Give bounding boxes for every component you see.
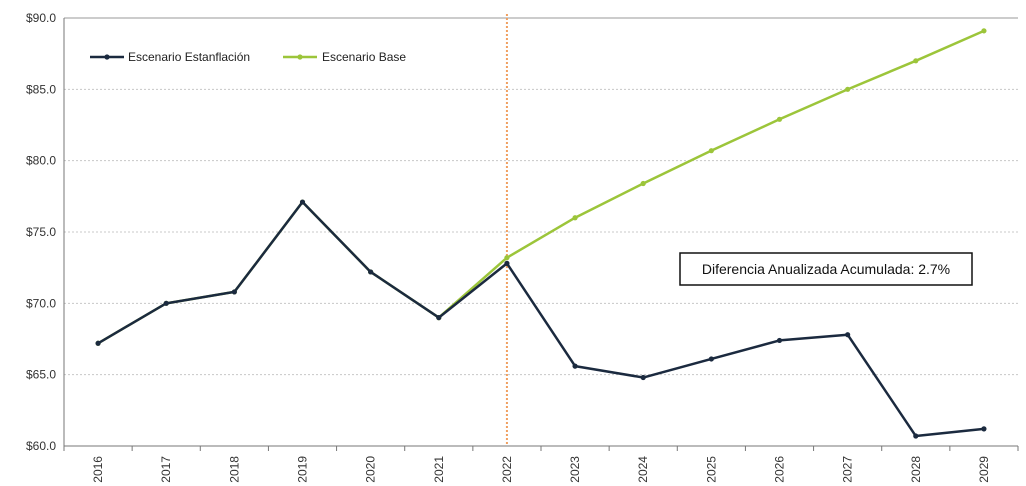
y-tick-label: $80.0 bbox=[26, 154, 56, 168]
x-tick-label: 2027 bbox=[841, 456, 855, 483]
data-point-0 bbox=[368, 269, 374, 275]
data-point-0 bbox=[436, 315, 442, 321]
y-tick-label: $60.0 bbox=[26, 439, 56, 453]
x-tick-label: 2025 bbox=[704, 456, 718, 483]
data-point-1 bbox=[845, 86, 851, 92]
x-tick-label: 2026 bbox=[773, 456, 787, 483]
data-point-1 bbox=[572, 215, 578, 221]
data-point-1 bbox=[913, 58, 919, 64]
series-line-1 bbox=[97, 29, 985, 345]
data-point-0 bbox=[504, 260, 510, 266]
x-tick-label: 2029 bbox=[977, 456, 991, 483]
x-tick-label: 2016 bbox=[91, 456, 105, 483]
data-point-0 bbox=[572, 363, 578, 369]
series-line-0 bbox=[97, 200, 985, 438]
annotation-box: Diferencia Anualizada Acumulada: 2.7% bbox=[679, 252, 973, 286]
data-point-0 bbox=[640, 374, 646, 381]
x-axis: 2016 2017 2018 2019 2020 2021 2022 2023 2024 2025… bbox=[63, 445, 1019, 483]
x-tick-label: 2023 bbox=[568, 456, 582, 483]
y-tick-label: $75.0 bbox=[26, 225, 56, 239]
data-point-1 bbox=[708, 148, 714, 154]
y-tick-label: $90.0 bbox=[26, 11, 56, 25]
legend-marker-estanflacion bbox=[104, 54, 110, 60]
x-tick-label: 2019 bbox=[296, 456, 310, 483]
x-tick-label: 2017 bbox=[159, 456, 173, 483]
legend-label-estanflacion: Escenario Estanflación bbox=[128, 50, 250, 64]
data-point-0 bbox=[845, 332, 851, 338]
data-point-0 bbox=[299, 199, 306, 205]
legend-label-base: Escenario Base bbox=[322, 50, 406, 64]
x-tick-label: 2020 bbox=[364, 456, 378, 483]
legend: Escenario Estanflación Escenario Base bbox=[90, 50, 406, 64]
x-tick-label: 2022 bbox=[500, 456, 514, 483]
data-point-0 bbox=[981, 426, 987, 432]
annotation-frame bbox=[679, 252, 973, 286]
y-tick-label: $70.0 bbox=[26, 296, 56, 310]
data-point-0 bbox=[163, 300, 169, 306]
data-point-0 bbox=[95, 340, 101, 346]
data-point-1 bbox=[981, 28, 987, 34]
y-tick-label: $65.0 bbox=[26, 368, 56, 382]
x-tick-label: 2021 bbox=[432, 456, 446, 483]
data-point-0 bbox=[231, 289, 237, 295]
y-axis: $60.0 $65.0 $70.0 $75.0 $80.0 $85.0 $90.0 bbox=[26, 11, 65, 453]
x-tick-label: 2018 bbox=[227, 456, 241, 483]
data-point-0 bbox=[708, 356, 714, 362]
y-tick-label: $85.0 bbox=[26, 82, 56, 96]
annotation-text: Diferencia Anualizada Acumulada: 2.7% bbox=[702, 261, 950, 277]
gridlines bbox=[64, 17, 1018, 376]
x-tick-label: 2024 bbox=[636, 456, 650, 483]
data-point-1 bbox=[776, 116, 783, 122]
series-lines bbox=[95, 28, 987, 439]
data-point-1 bbox=[640, 180, 646, 187]
data-point-0 bbox=[776, 337, 783, 344]
legend-marker-base bbox=[297, 54, 303, 60]
data-point-0 bbox=[913, 433, 919, 439]
data-point-1 bbox=[504, 255, 510, 261]
x-tick-label: 2028 bbox=[909, 456, 923, 483]
